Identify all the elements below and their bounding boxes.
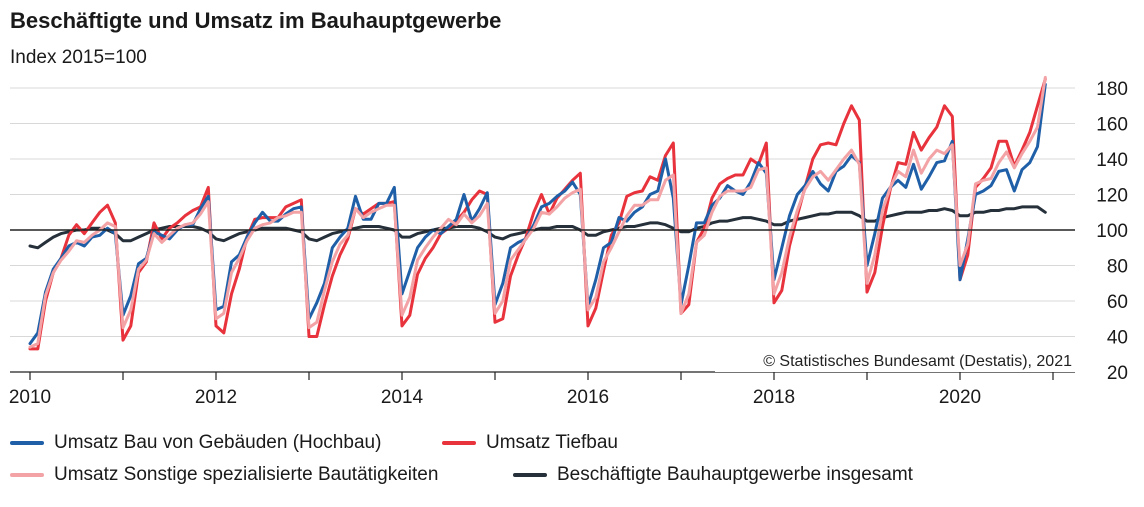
legend-label-sonstige: Umsatz Sonstige spezialisierte Bautätigk… — [54, 464, 439, 485]
source-note: © Statistisches Bundesamt (Destatis), 20… — [763, 353, 1072, 370]
legend-swatch-beschaeftigte — [513, 473, 547, 477]
x-tick-label-2020: 2020 — [939, 387, 981, 408]
legend-swatch-sonstige — [10, 473, 44, 477]
series-lines — [28, 75, 1047, 351]
legend-item-beschaeftigte: Beschäftigte Bauhauptgewerbe insgesamt — [513, 464, 913, 486]
y-tick-label-180: 180 — [1096, 79, 1128, 100]
legend-label-beschaeftigte: Beschäftigte Bauhauptgewerbe insgesamt — [557, 464, 913, 485]
y-tick-label-20: 20 — [1107, 363, 1128, 384]
y-tick-label-120: 120 — [1096, 186, 1128, 207]
y-tick-label-80: 80 — [1107, 257, 1128, 278]
y-tick-label-160: 160 — [1096, 115, 1128, 136]
legend-item-hochbau: Umsatz Bau von Gebäuden (Hochbau) — [10, 432, 381, 454]
x-tick-label-2018: 2018 — [753, 387, 795, 408]
legend-label-tiefbau: Umsatz Tiefbau — [486, 432, 618, 453]
x-tick-label-2014: 2014 — [381, 387, 424, 408]
legend-item-tiefbau: Umsatz Tiefbau — [442, 432, 618, 454]
legend-label-hochbau: Umsatz Bau von Gebäuden (Hochbau) — [54, 432, 382, 453]
y-tick-label-40: 40 — [1107, 328, 1128, 349]
y-tick-label-100: 100 — [1096, 221, 1128, 242]
series-line-beschaeftigte — [28, 205, 1047, 250]
legend-swatch-tiefbau — [442, 441, 476, 445]
x-tick-label-2016: 2016 — [567, 387, 609, 408]
series-line-sonstige — [28, 75, 1047, 349]
chart-subtitle: Index 2015=100 — [10, 47, 147, 68]
x-tick-label-2012: 2012 — [195, 387, 237, 408]
legend-item-sonstige: Umsatz Sonstige spezialisierte Bautätigk… — [10, 464, 438, 486]
series-line-hochbau — [28, 82, 1047, 346]
legend-swatch-hochbau — [10, 441, 44, 445]
x-tick-label-2010: 2010 — [9, 387, 51, 408]
chart-title: Beschäftigte und Umsatz im Bauhauptgewer… — [10, 8, 502, 33]
line-chart: 20 40 60 80 100 120 140 160 180 2010 2012 2014 2016 2… — [9, 75, 1128, 408]
source-note-background — [715, 345, 1075, 372]
series-line-tiefbau — [28, 77, 1047, 351]
y-tick-label-140: 140 — [1096, 150, 1128, 171]
y-tick-label-60: 60 — [1107, 292, 1128, 313]
